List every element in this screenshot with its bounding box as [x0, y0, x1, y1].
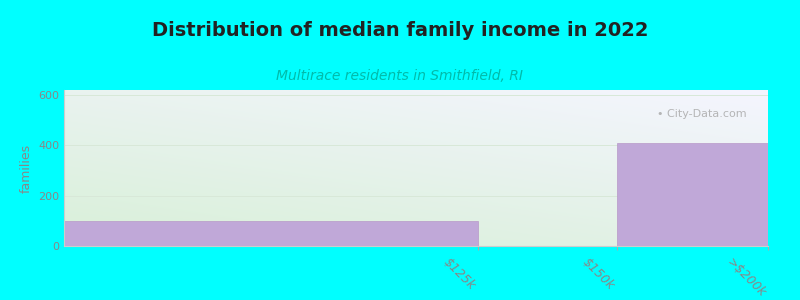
- Text: • City-Data.com: • City-Data.com: [658, 109, 747, 119]
- Bar: [64, 221, 478, 246]
- Text: Distribution of median family income in 2022: Distribution of median family income in …: [152, 21, 648, 40]
- Text: Multirace residents in Smithfield, RI: Multirace residents in Smithfield, RI: [277, 69, 523, 83]
- Bar: [617, 143, 768, 246]
- Y-axis label: families: families: [19, 143, 33, 193]
